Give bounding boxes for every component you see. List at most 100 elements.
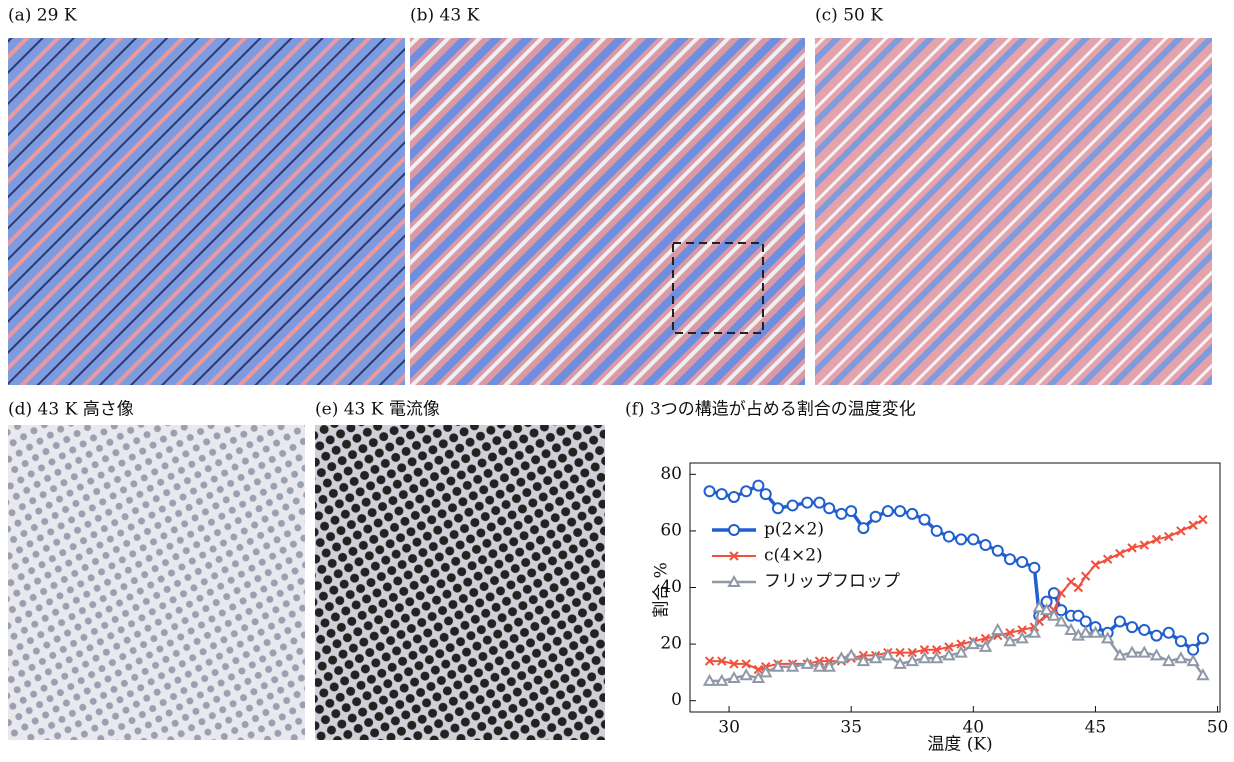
marker bbox=[929, 651, 944, 664]
panel-label: (d) 43 K 高さ像 bbox=[8, 400, 134, 420]
marker bbox=[800, 656, 814, 669]
marker bbox=[1047, 587, 1060, 600]
panel-label: (a) 29 K bbox=[8, 6, 77, 26]
marker bbox=[729, 551, 739, 561]
marker bbox=[868, 651, 883, 664]
y-tick-label: 20 bbox=[660, 634, 682, 654]
marker bbox=[1115, 548, 1125, 559]
marker bbox=[1125, 645, 1139, 658]
y-axis-label: 割合 % bbox=[652, 562, 672, 618]
marker bbox=[717, 656, 727, 666]
image-c bbox=[815, 38, 1212, 385]
marker bbox=[917, 651, 932, 664]
marker bbox=[1186, 654, 1200, 667]
marker bbox=[739, 668, 753, 681]
marker bbox=[1079, 615, 1092, 628]
marker bbox=[1047, 608, 1061, 621]
marker bbox=[835, 507, 848, 520]
marker bbox=[753, 664, 764, 675]
x-tick-label: 35 bbox=[840, 718, 862, 738]
marker bbox=[906, 507, 919, 520]
marker bbox=[1005, 628, 1015, 638]
marker bbox=[834, 651, 849, 664]
marker bbox=[954, 645, 968, 658]
marker bbox=[1162, 654, 1176, 667]
marker bbox=[1187, 643, 1200, 656]
marker bbox=[931, 645, 942, 655]
chart-title: (f) 3つの構造が占める割合の温度変化 bbox=[625, 400, 916, 420]
marker bbox=[1113, 648, 1127, 661]
marker bbox=[741, 659, 751, 669]
stm-images bbox=[8, 38, 1212, 740]
marker bbox=[715, 488, 728, 501]
marker bbox=[1196, 632, 1209, 645]
marker bbox=[1137, 645, 1151, 658]
marker bbox=[1174, 651, 1188, 664]
marker bbox=[715, 673, 729, 686]
marker bbox=[1080, 571, 1091, 581]
marker bbox=[1039, 603, 1054, 616]
marker bbox=[729, 659, 739, 669]
marker bbox=[991, 544, 1004, 557]
image-e bbox=[315, 425, 605, 740]
marker bbox=[1015, 631, 1029, 644]
marker bbox=[1188, 520, 1198, 530]
image-b bbox=[410, 38, 805, 385]
marker bbox=[978, 639, 993, 652]
marker bbox=[955, 533, 968, 546]
legend-label: フリップフロップ bbox=[764, 572, 900, 592]
marker bbox=[752, 479, 765, 492]
marker bbox=[785, 659, 800, 672]
marker bbox=[1196, 668, 1210, 681]
marker bbox=[1176, 526, 1186, 536]
marker bbox=[942, 530, 955, 543]
marker bbox=[967, 533, 980, 546]
marker bbox=[1056, 588, 1066, 598]
marker bbox=[1139, 540, 1149, 550]
marker bbox=[1016, 556, 1029, 569]
marker bbox=[1149, 648, 1164, 661]
x-axis-label: 温度 (K) bbox=[927, 735, 992, 755]
marker bbox=[966, 637, 981, 650]
marker bbox=[1003, 553, 1016, 566]
marker bbox=[728, 524, 740, 536]
marker bbox=[1028, 561, 1041, 574]
marker bbox=[786, 499, 799, 512]
marker bbox=[801, 496, 814, 509]
marker bbox=[930, 524, 943, 537]
marker bbox=[869, 510, 882, 523]
marker bbox=[1127, 543, 1137, 553]
x-tick-label: 40 bbox=[962, 718, 984, 738]
marker bbox=[856, 654, 871, 667]
highlight-box bbox=[672, 242, 764, 334]
marker bbox=[822, 659, 836, 672]
y-tick-label: 80 bbox=[660, 464, 682, 484]
marker bbox=[1150, 629, 1163, 642]
marker bbox=[1102, 554, 1113, 564]
marker bbox=[823, 502, 836, 515]
marker bbox=[759, 488, 772, 501]
marker bbox=[1027, 625, 1042, 638]
marker bbox=[919, 645, 930, 655]
marker bbox=[702, 673, 717, 686]
marker bbox=[1032, 600, 1046, 613]
marker bbox=[905, 654, 919, 667]
marker bbox=[1066, 577, 1076, 587]
marker bbox=[727, 574, 741, 587]
legend-label: c(4×2) bbox=[764, 546, 823, 566]
y-tick-label: 40 bbox=[660, 577, 682, 597]
marker bbox=[944, 642, 954, 652]
marker bbox=[1126, 621, 1139, 634]
marker bbox=[1138, 623, 1151, 636]
panel-label: (e) 43 K 電流像 bbox=[315, 400, 440, 420]
marker bbox=[1100, 631, 1115, 644]
y-tick-label: 0 bbox=[671, 690, 682, 710]
marker bbox=[1073, 582, 1084, 593]
marker bbox=[703, 485, 716, 498]
marker bbox=[751, 670, 766, 684]
marker bbox=[1088, 625, 1103, 638]
x-tick-label: 45 bbox=[1085, 718, 1107, 738]
marker bbox=[1164, 531, 1174, 542]
marker bbox=[812, 659, 827, 672]
marker bbox=[893, 656, 907, 669]
